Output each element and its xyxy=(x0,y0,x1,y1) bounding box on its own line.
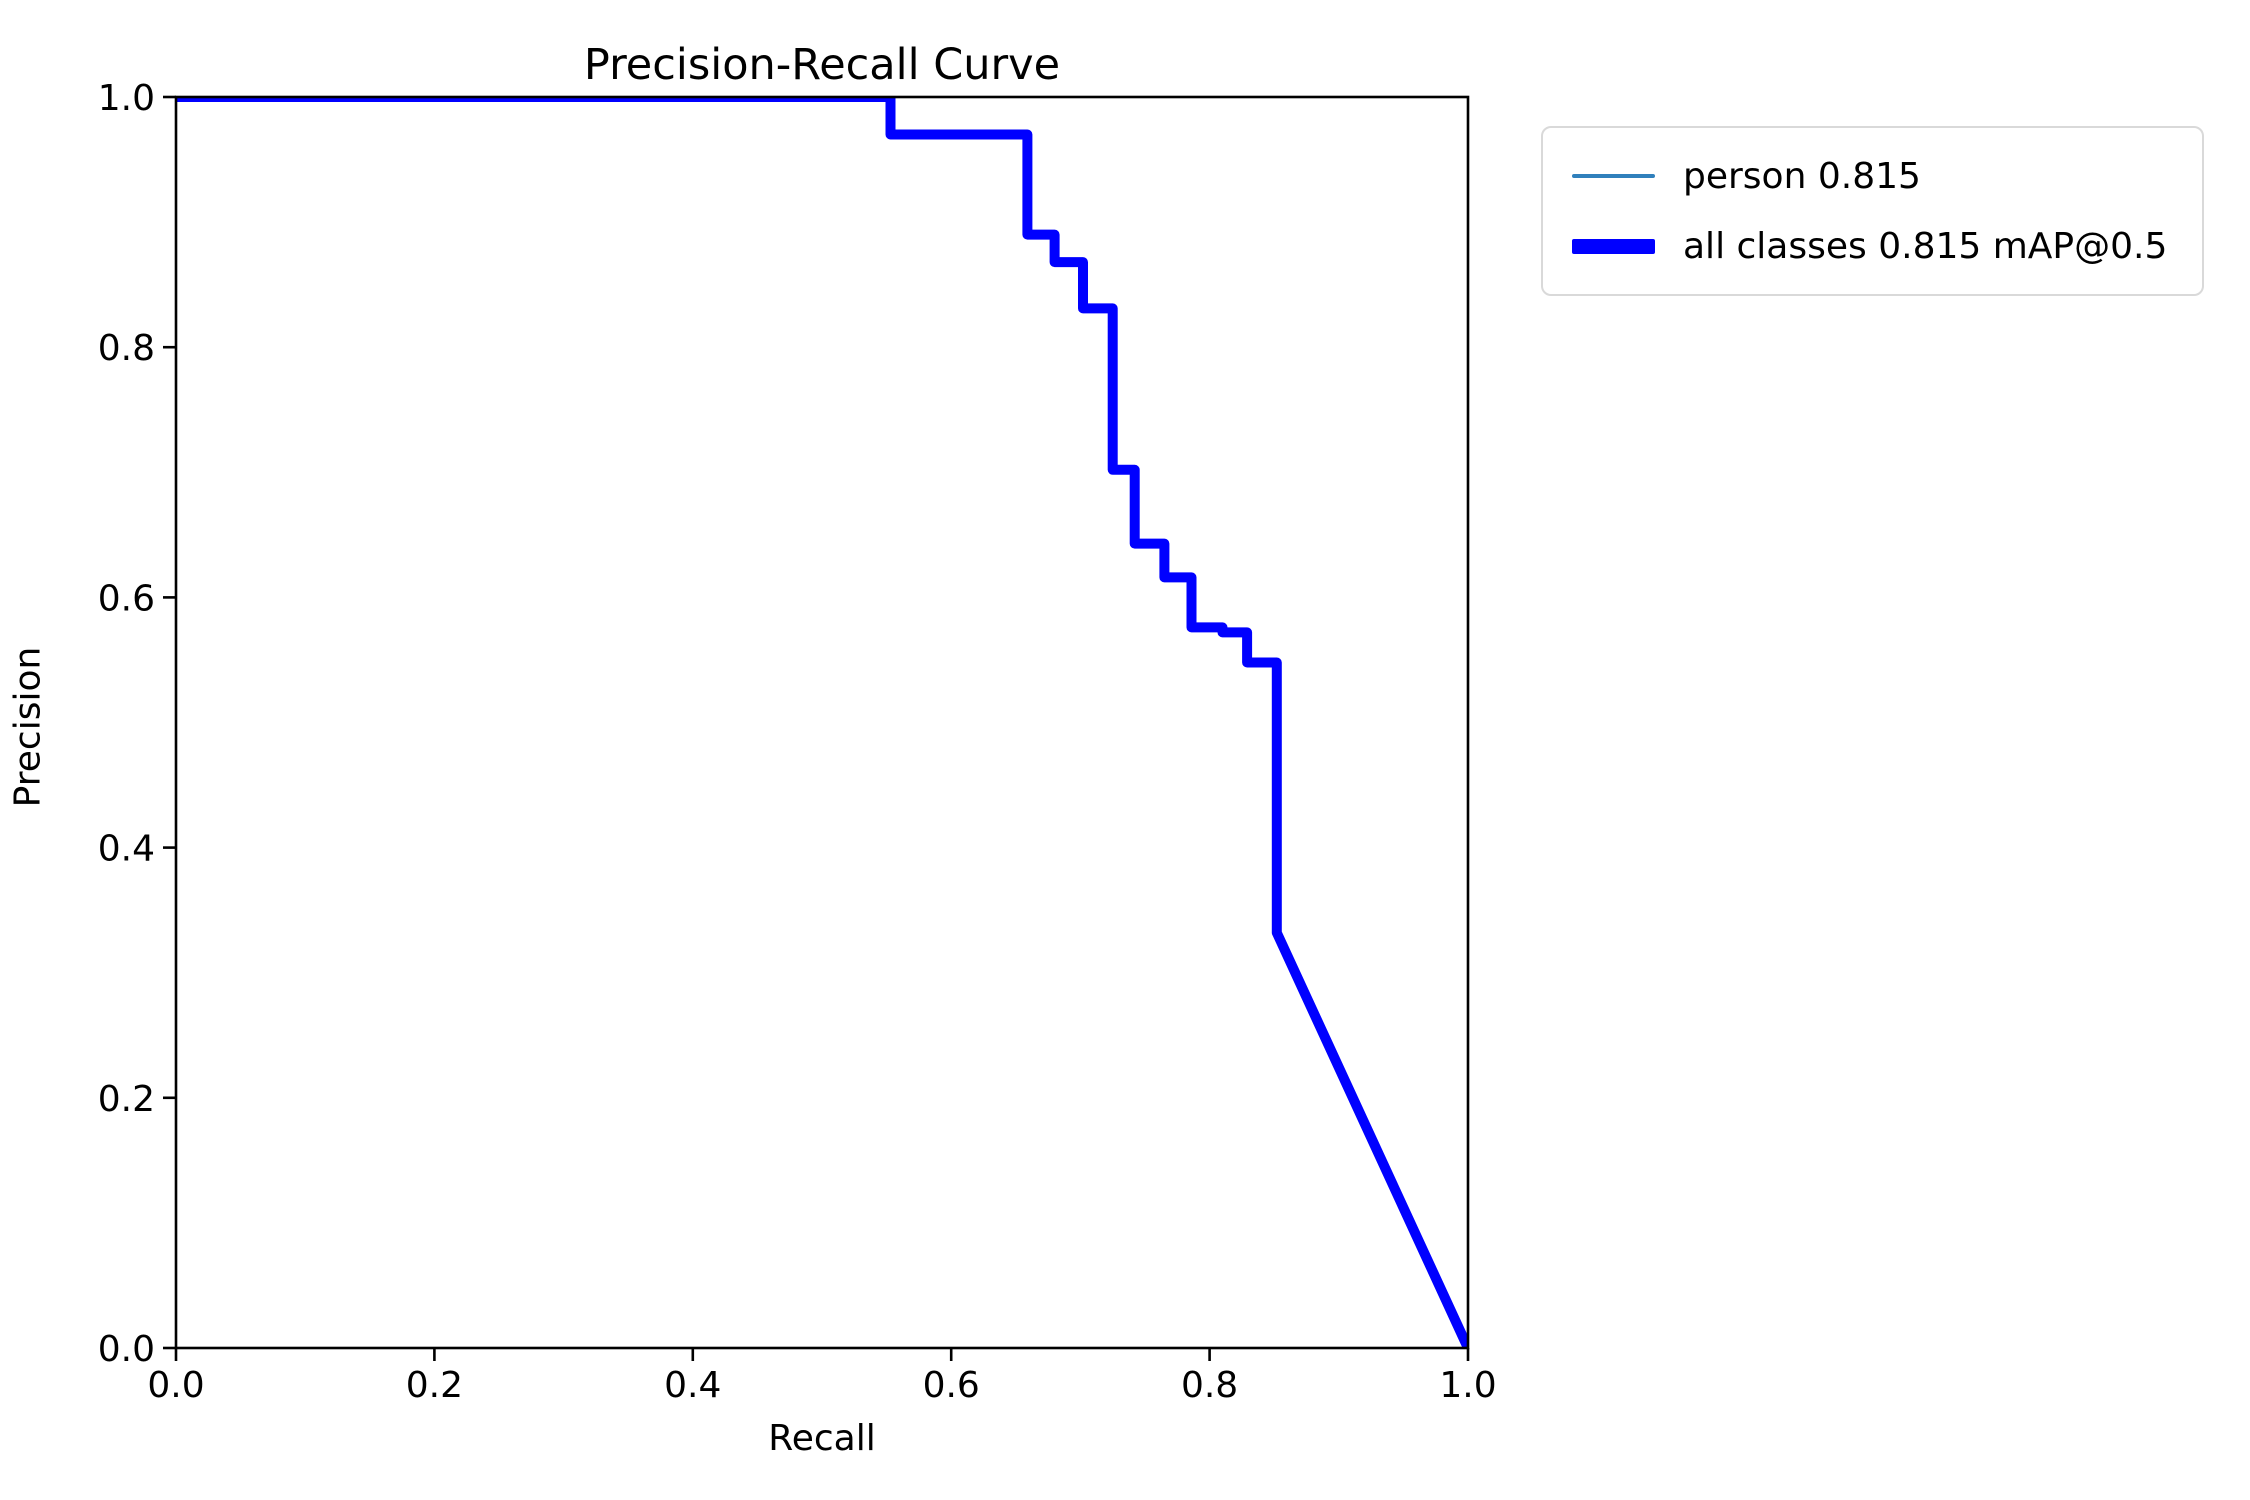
legend-item-person: person 0.815 xyxy=(1543,154,2202,198)
legend-item-all-classes: all classes 0.815 mAP@0.5 xyxy=(1543,224,2202,268)
y-tick-label: 0.6 xyxy=(98,578,155,619)
y-tick-label: 0.8 xyxy=(98,328,155,369)
chart-title: Precision-Recall Curve xyxy=(583,40,1061,90)
x-tick-label: 1.0 xyxy=(1439,1365,1496,1406)
x-tick-label: 0.0 xyxy=(147,1365,204,1406)
x-tick-label: 0.2 xyxy=(406,1365,463,1406)
y-tick-label: 0.4 xyxy=(98,829,155,870)
x-tick-label: 0.6 xyxy=(923,1365,980,1406)
all-classes-line-swatch xyxy=(1572,238,1655,254)
axes-spines xyxy=(174,95,1470,1350)
y-tick-label: 1.0 xyxy=(98,78,155,119)
legend-box: person 0.815 all classes 0.815 mAP@0.5 xyxy=(1541,126,2204,296)
x-tick-label: 0.4 xyxy=(664,1365,721,1406)
person-line-swatch xyxy=(1572,174,1655,178)
x-tick-label: 0.8 xyxy=(1181,1365,1238,1406)
x-axis-label: Recall xyxy=(768,1418,876,1459)
y-tick-label: 0.0 xyxy=(98,1329,155,1370)
y-tick-label: 0.2 xyxy=(98,1079,155,1120)
pr-curve-all-classes xyxy=(176,97,1468,1348)
legend-label-person: person 0.815 xyxy=(1683,155,1921,197)
legend-label-all-classes: all classes 0.815 mAP@0.5 xyxy=(1683,225,2168,267)
